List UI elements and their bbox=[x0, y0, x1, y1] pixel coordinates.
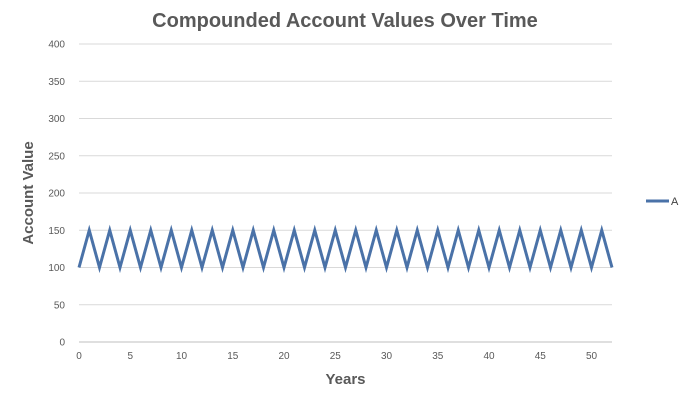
y-tick-label-100: 100 bbox=[48, 263, 65, 274]
y-tick-label-50: 50 bbox=[54, 300, 66, 311]
x-tick-label-20: 20 bbox=[278, 351, 290, 362]
x-tick-label-30: 30 bbox=[381, 351, 393, 362]
x-tick-label-25: 25 bbox=[330, 351, 342, 362]
y-tick-label-0: 0 bbox=[59, 338, 65, 349]
legend-label-A: A bbox=[671, 196, 679, 208]
y-tick-label-350: 350 bbox=[48, 77, 65, 88]
x-axis-title: Years bbox=[325, 371, 365, 388]
x-tick-label-15: 15 bbox=[227, 351, 239, 362]
x-tick-label-40: 40 bbox=[483, 351, 495, 362]
x-tick-label-50: 50 bbox=[586, 351, 598, 362]
y-tick-label-250: 250 bbox=[48, 151, 65, 162]
y-tick-label-400: 400 bbox=[48, 40, 65, 51]
y-tick-label-150: 150 bbox=[48, 226, 65, 237]
x-tick-label-10: 10 bbox=[176, 351, 188, 362]
x-tick-label-35: 35 bbox=[432, 351, 444, 362]
y-tick-label-200: 200 bbox=[48, 189, 65, 200]
y-tick-label-300: 300 bbox=[48, 114, 65, 125]
x-tick-label-5: 5 bbox=[127, 351, 133, 362]
series-line-A bbox=[77, 224, 614, 274]
chart-title: Compounded Account Values Over Time bbox=[152, 10, 538, 32]
x-tick-label-45: 45 bbox=[535, 351, 547, 362]
x-tick-label-0: 0 bbox=[76, 351, 82, 362]
y-axis-title: Account Value bbox=[20, 141, 37, 244]
